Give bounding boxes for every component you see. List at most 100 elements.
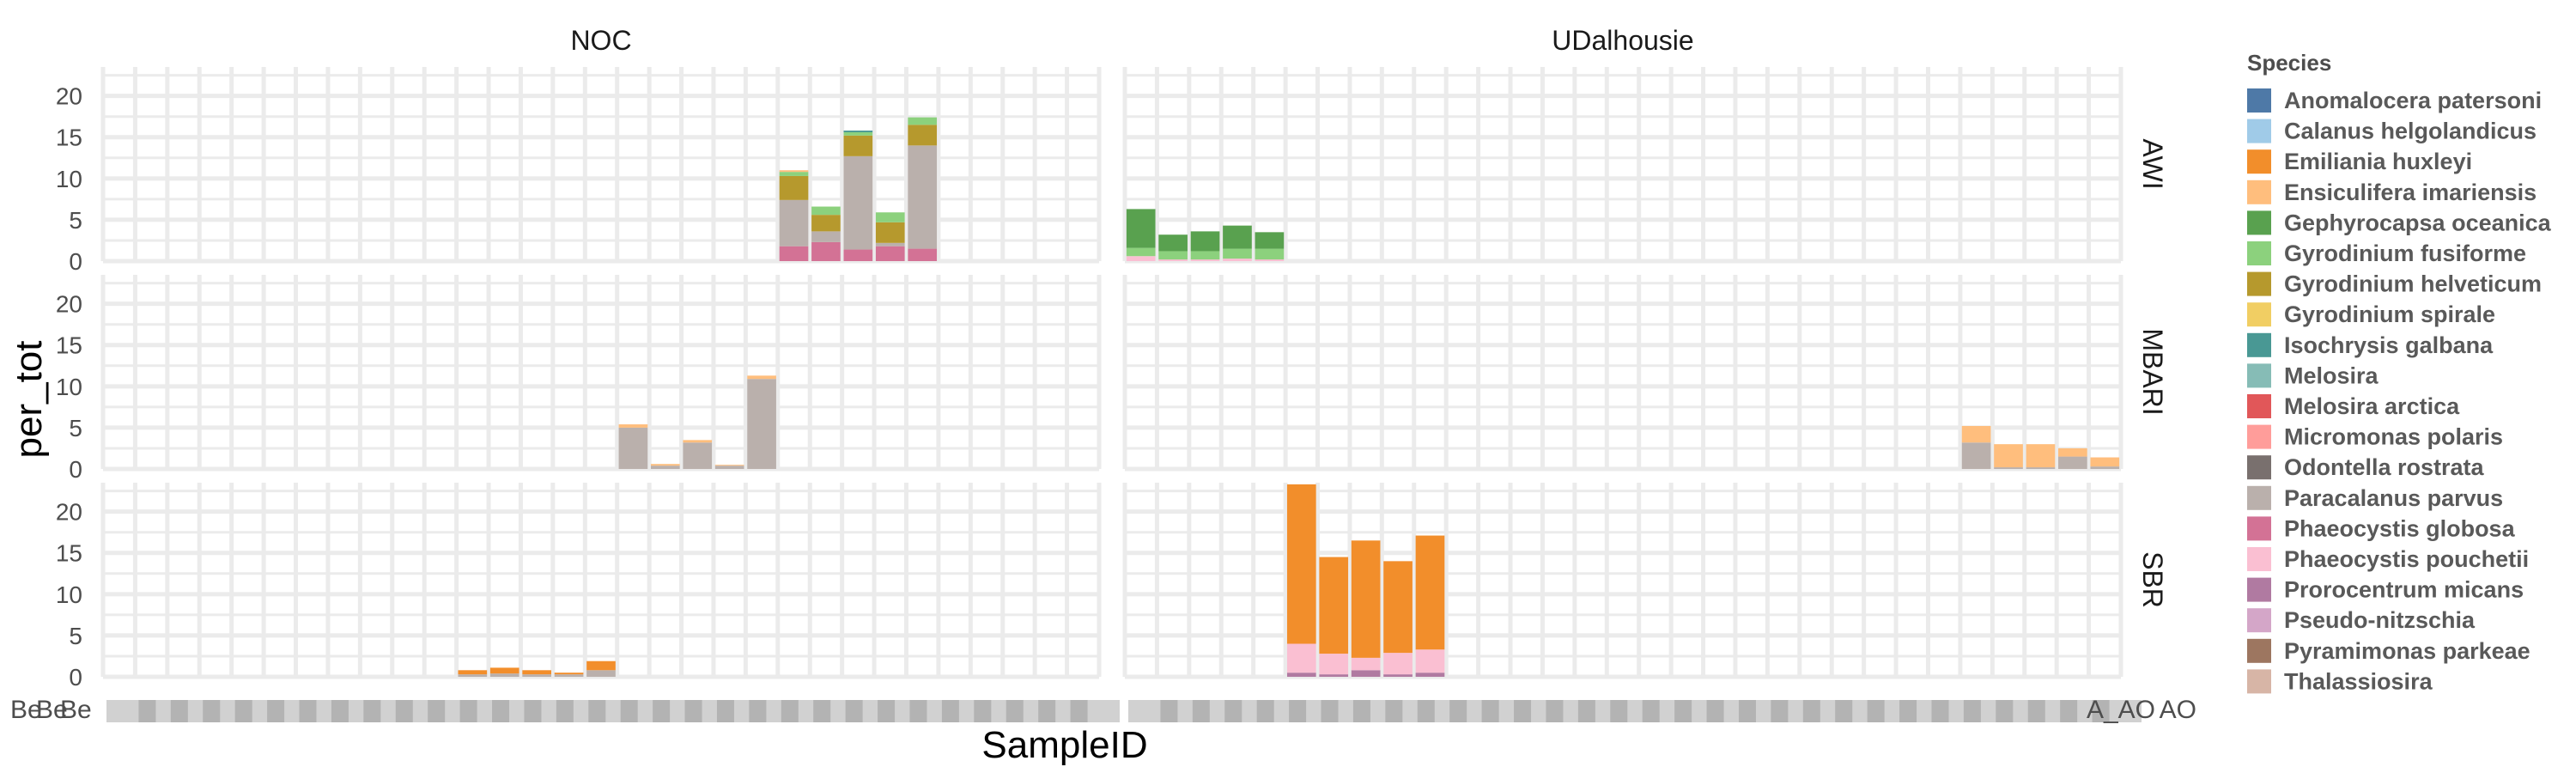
x-tick-label-glyphs [1963,700,2014,722]
bar-segment [843,131,873,132]
x-tick-label: A_AO [2087,696,2155,724]
bar-segment [843,155,873,250]
x-tick-label-glyphs [2027,700,2078,722]
bar-segment [2026,467,2056,469]
bar-segment [1126,256,1156,261]
x-tick-label-glyphs [1385,700,1435,722]
legend-label: Paracalanus parvus [2284,485,2503,511]
x-tick-label-glyphs [299,700,349,722]
legend-label: Isochrysis galbana [2284,332,2494,358]
x-tick-label: AO [2160,696,2196,724]
x-tick-label-glyphs [941,700,992,722]
x-tick-label-glyphs [1128,700,1178,722]
legend-label: Gephyrocapsa oceanica [2284,210,2552,235]
legend-swatch [2247,608,2271,633]
x-tick-label: Be [60,696,92,724]
bar-segment [908,117,938,125]
x-tick-label-glyphs [1642,700,1692,722]
legend-label: Phaeocystis pouchetii [2284,546,2529,572]
legend-swatch [2247,516,2271,541]
x-tick-label-glyphs [1256,700,1307,722]
y-tick-label: 20 [56,499,82,526]
legend-swatch [2247,424,2271,449]
x-tick-label-glyphs [1224,700,1274,722]
bar-segment [747,375,776,380]
facet-strip-noc: NOC [570,25,631,56]
bar-segment [1286,673,1316,677]
bar-segment [1190,259,1220,261]
bar-segment [618,424,648,428]
x-tick-label-glyphs [878,700,927,722]
bar-segment [489,673,519,677]
panel-mbari-noc [100,275,1102,472]
legend-swatch [2247,119,2271,143]
bar-segment [1415,649,1445,673]
x-tick-label-glyphs [749,700,799,722]
legend-label: Anomalocera patersoni [2284,88,2542,113]
x-tick-label-glyphs [974,700,1024,722]
x-tick-label-glyphs [1899,700,1949,722]
legend-label: Micromonas polaris [2284,424,2503,450]
legend-label: Phaeocystis globosa [2284,515,2516,541]
bar-segment [1286,484,1316,644]
legend-swatch [2247,638,2271,663]
panel-background [1125,275,2121,469]
y-tick-label: 15 [56,332,82,359]
bar-segment [1351,670,1381,677]
x-tick-label-glyphs [556,700,606,722]
x-tick-label-glyphs [1577,700,1628,722]
x-tick-label: Be [10,696,42,724]
x-axis-title: SampleID [981,724,1147,766]
bar-segment [779,172,809,176]
legend-swatch [2247,180,2271,204]
y-axis-title: per_tot [8,341,50,459]
x-tick-label-glyphs [267,700,317,722]
x-tick-label-glyphs [1674,700,1724,722]
legend-swatch [2247,88,2271,113]
bar-segment [875,212,905,222]
legend-swatch [2247,577,2271,602]
legend-label: Pyramimonas parkeae [2284,638,2530,664]
x-tick-label-glyphs [203,700,252,722]
legend-title: Species [2247,50,2331,76]
legend-swatch [2247,363,2271,388]
bar-segment [1255,232,1285,249]
bar-segment [1126,247,1156,257]
legend-label: Emiliania huxleyi [2284,149,2472,174]
legend-swatch [2247,241,2271,265]
y-tick-label: 0 [69,664,82,691]
x-tick-label-glyphs [1835,700,1885,722]
x-tick-label-glyphs [1160,700,1210,722]
x-tick-label-glyphs [620,700,671,722]
x-tick-label-glyphs [1738,700,1789,722]
facet-strip-mbari: MBARI [2137,328,2168,415]
bar-segment [1383,561,1413,654]
legend-swatch [2247,302,2271,327]
x-tick-label-glyphs [1931,700,1981,722]
legend-label: Gyrodinium helveticum [2284,271,2542,297]
bar-segment [1994,444,2023,468]
x-tick-label-glyphs [1352,700,1403,722]
legend-label: Pseudo-nitzschia [2284,607,2476,633]
bar-segment [1961,442,1991,469]
y-tick-label: 5 [69,623,82,649]
legend-label: Calanus helgolandicus [2284,119,2537,144]
bar-segment [1319,654,1349,675]
bar-segment [458,670,488,675]
facet-strip-udalhousie: UDalhousie [1552,25,1693,56]
bar-segment [651,464,680,466]
panel-background [1125,67,2121,261]
y-tick-label: 0 [69,248,82,275]
bar-segment [875,242,905,247]
bar-segment [1158,259,1188,261]
x-tick-label-glyphs [1867,700,1917,722]
bar-segment [618,427,648,469]
x-tick-label-glyphs [1417,700,1467,722]
x-tick-label-glyphs [395,700,446,722]
bar-segment [811,206,841,216]
bar-segment [1319,674,1349,677]
x-tick-label-glyphs [331,700,381,722]
x-tick-label-glyphs [2092,700,2142,722]
legend-label: Gyrodinium fusiforme [2284,240,2526,266]
bar-segment [875,246,905,261]
